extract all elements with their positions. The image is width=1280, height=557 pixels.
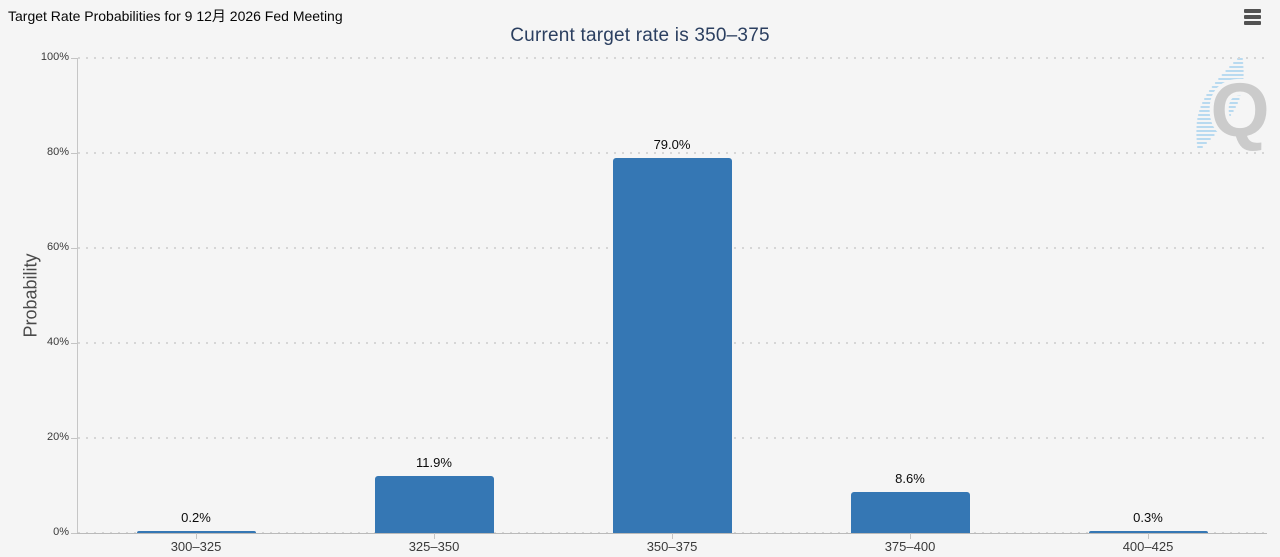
- bar-400–425[interactable]: [1088, 531, 1208, 533]
- hamburger-menu-icon[interactable]: [1244, 8, 1262, 26]
- bar-value-label: 8.6%: [895, 471, 925, 487]
- hamburger-bar: [1244, 9, 1261, 13]
- x-axis-tick: [1148, 533, 1149, 539]
- bar-325–350[interactable]: [374, 476, 494, 533]
- y-axis-tick: [71, 248, 77, 249]
- y-axis-tick: [71, 153, 77, 154]
- y-tick-label: 60%: [46, 241, 69, 253]
- watermark-q-logo: Q: [1196, 58, 1274, 151]
- watermark-letter: Q: [1210, 68, 1269, 151]
- page-title: Target Rate Probabilities for 9 12月 2026…: [8, 8, 343, 24]
- y-tick-label: 80%: [46, 146, 69, 158]
- bar-300–325[interactable]: [136, 531, 256, 533]
- y-axis-tick: [71, 343, 77, 344]
- chart-title: Current target rate is 350–375: [510, 25, 770, 46]
- gridline: [78, 152, 1267, 154]
- x-category-label: 325–350: [408, 539, 460, 554]
- bar-value-label: 79.0%: [653, 136, 691, 152]
- watermark-streak: [1196, 58, 1244, 148]
- hamburger-bar: [1244, 21, 1261, 25]
- y-axis-line: [77, 58, 78, 534]
- y-axis-tick: [71, 438, 77, 439]
- y-tick-label: 20%: [46, 431, 69, 443]
- x-category-label: 300–325: [170, 539, 222, 554]
- y-tick-label: 40%: [46, 336, 69, 348]
- x-axis-tick: [910, 533, 911, 539]
- hamburger-bar: [1244, 15, 1261, 19]
- y-tick-label: 0%: [53, 526, 69, 538]
- gridline: [78, 57, 1267, 59]
- x-category-label: 400–425: [1122, 539, 1174, 554]
- bar-375–400[interactable]: [850, 492, 970, 533]
- x-axis-tick: [196, 533, 197, 539]
- bar-350–375[interactable]: [612, 157, 732, 533]
- x-axis-tick: [672, 533, 673, 539]
- x-category-label: 375–400: [884, 539, 936, 554]
- x-category-label: 350–375: [646, 539, 698, 554]
- bar-value-label: 11.9%: [416, 455, 452, 471]
- y-axis-tick: [71, 58, 77, 59]
- bar-value-label: 0.3%: [1133, 510, 1163, 525]
- y-axis-title: Probability: [20, 253, 41, 338]
- y-tick-label: 100%: [40, 51, 69, 63]
- x-axis-tick: [434, 533, 435, 539]
- bar-value-label: 0.2%: [181, 510, 211, 525]
- y-axis-tick: [71, 533, 77, 534]
